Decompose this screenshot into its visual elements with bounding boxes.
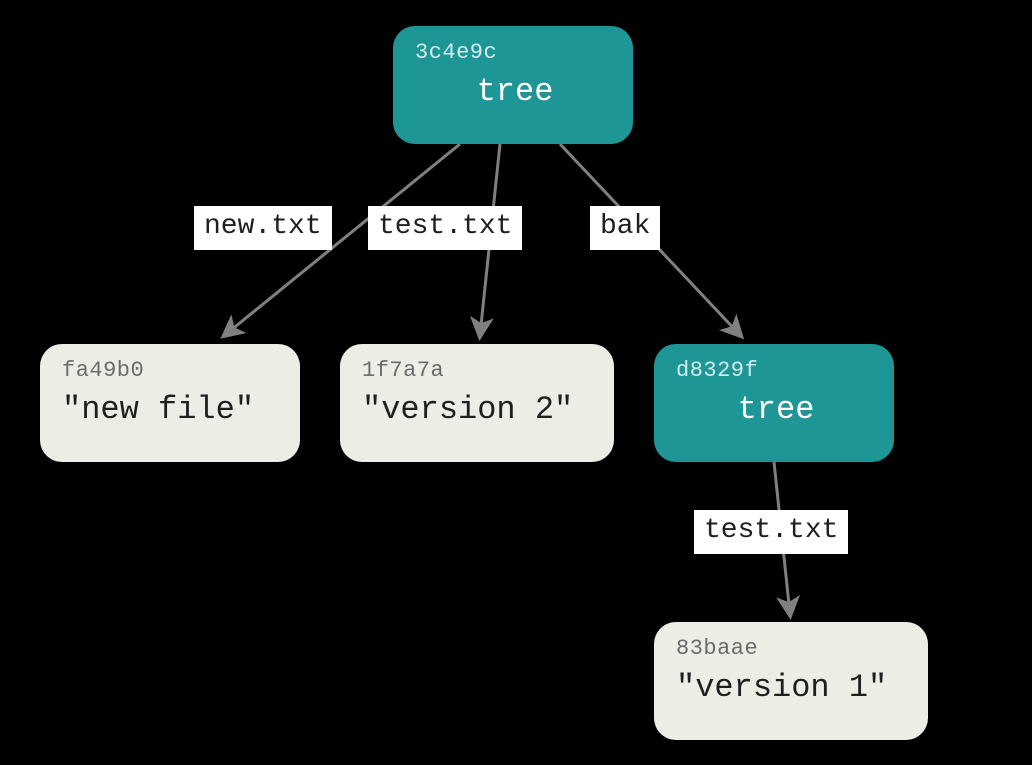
edge-label: test.txt	[368, 206, 522, 250]
node-body: "new file"	[62, 390, 282, 430]
node-body: "version 2"	[362, 390, 596, 430]
tree-node-d8329f: d8329f tree	[654, 344, 894, 462]
blob-node-83baae: 83baae "version 1"	[654, 622, 928, 740]
blob-node-1f7a7a: 1f7a7a "version 2"	[340, 344, 614, 462]
edge-label: test.txt	[694, 510, 848, 554]
node-body: tree	[415, 72, 615, 112]
edge-label: new.txt	[194, 206, 332, 250]
node-hash: 83baae	[676, 636, 910, 662]
node-body: tree	[676, 390, 876, 430]
node-hash: 1f7a7a	[362, 358, 596, 384]
edge-label: bak	[590, 206, 660, 250]
blob-node-fa49b0: fa49b0 "new file"	[40, 344, 300, 462]
node-body: "version 1"	[676, 668, 910, 708]
tree-node-3c4e9c: 3c4e9c tree	[393, 26, 633, 144]
diagram-canvas: { "diagram": { "type": "tree", "backgrou…	[0, 0, 1032, 765]
node-hash: fa49b0	[62, 358, 282, 384]
node-hash: 3c4e9c	[415, 40, 615, 66]
node-hash: d8329f	[676, 358, 876, 384]
